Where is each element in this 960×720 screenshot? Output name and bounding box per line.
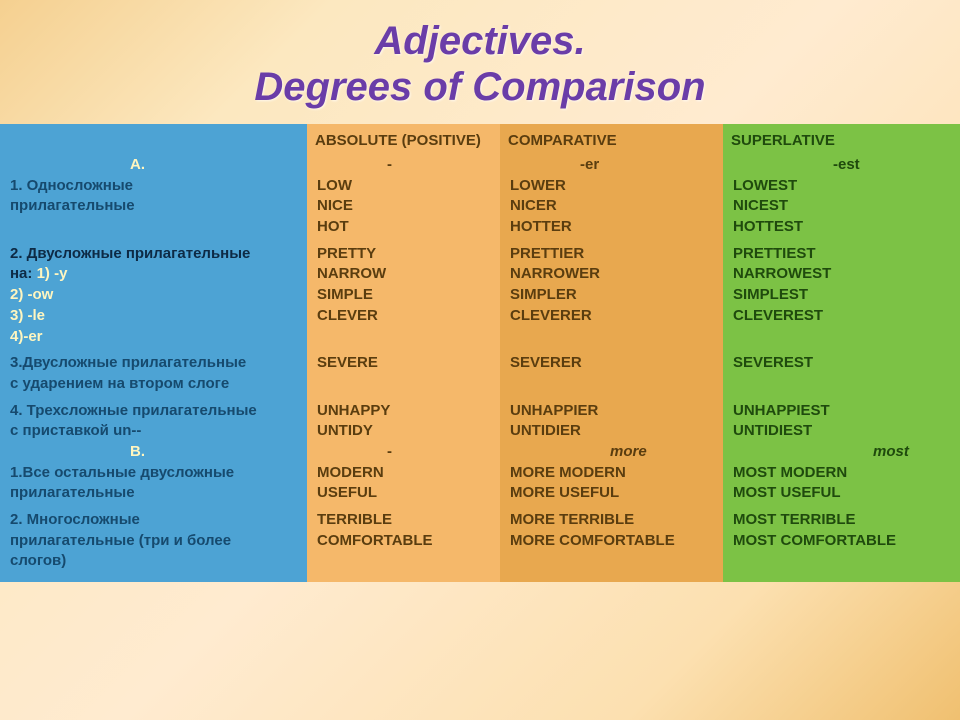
rule-b1-desc: 1.Все остальные двусложные прилагательны…: [0, 463, 307, 504]
suffix-positive-b: -: [307, 442, 500, 463]
rule-2-sup: PRETTIEST NARROWEST SIMPLEST CLEVEREST: [723, 244, 960, 347]
rule-4-pos: UNHAPPY UNTIDY: [307, 401, 500, 442]
rule-1-comp: LOWER NICER HOTTER: [500, 176, 723, 238]
header-col1: [0, 124, 307, 155]
title-line-1: Adjectives.: [0, 18, 960, 64]
suffix-positive-a: -: [307, 155, 500, 176]
suffix-comparative-b: more: [500, 442, 723, 463]
rule-b2-desc: 2. Многосложные прилагательные (три и бо…: [0, 510, 307, 582]
suffix-superlative-a: -est: [723, 155, 960, 176]
rule-2-pos: PRETTY NARROW SIMPLE CLEVER: [307, 244, 500, 347]
rule-3-sup: SEVEREST: [723, 353, 960, 394]
comparison-table: ABSOLUTE (POSITIVE) COMPARATIVE SUPERLAT…: [0, 124, 960, 582]
rule-b1-sup: MOST MODERN MOST USEFUL: [723, 463, 960, 504]
rule-2-comp: PRETTIER NARROWER SIMPLER CLEVERER: [500, 244, 723, 347]
rule-4-desc: 4. Трехсложные прилагательные с приставк…: [0, 401, 307, 442]
rule-1-desc: 1. Односложные прилагательные: [0, 176, 307, 238]
rule-3-desc: 3.Двусложные прилагательные с ударением …: [0, 353, 307, 394]
rule-4-comp: UNHAPPIER UNTIDIER: [500, 401, 723, 442]
rule-1-pos: LOW NICE HOT: [307, 176, 500, 238]
rule-2-desc: 2. Двусложные прилагательные на: 1) -y 2…: [0, 244, 307, 347]
rule-b2-pos: TERRIBLE COMFORTABLE: [307, 510, 500, 582]
title-block: Adjectives. Degrees of Comparison: [0, 0, 960, 124]
header-comparative: COMPARATIVE: [500, 124, 723, 155]
rule-3-comp: SEVERER: [500, 353, 723, 394]
rule-1-sup: LOWEST NICEST HOTTEST: [723, 176, 960, 238]
header-absolute: ABSOLUTE (POSITIVE): [307, 124, 500, 155]
rule-b1-pos: MODERN USEFUL: [307, 463, 500, 504]
suffix-superlative-b: most: [723, 442, 960, 463]
rule-b1-comp: MORE MODERN MORE USEFUL: [500, 463, 723, 504]
suffix-comparative-a: -er: [500, 155, 723, 176]
section-a-letter: A.: [10, 156, 145, 173]
rule-3-pos: SEVERE: [307, 353, 500, 394]
section-b-label: B.: [0, 442, 307, 463]
title-line-2: Degrees of Comparison: [0, 64, 960, 110]
header-superlative: SUPERLATIVE: [723, 124, 960, 155]
rule-b2-sup: MOST TERRIBLE MOST COMFORTABLE: [723, 510, 960, 582]
rule-b2-comp: MORE TERRIBLE MORE COMFORTABLE: [500, 510, 723, 582]
rule-4-sup: UNHAPPIEST UNTIDIEST: [723, 401, 960, 442]
section-b-letter: B.: [10, 443, 145, 460]
section-a-label: A.: [0, 155, 307, 176]
